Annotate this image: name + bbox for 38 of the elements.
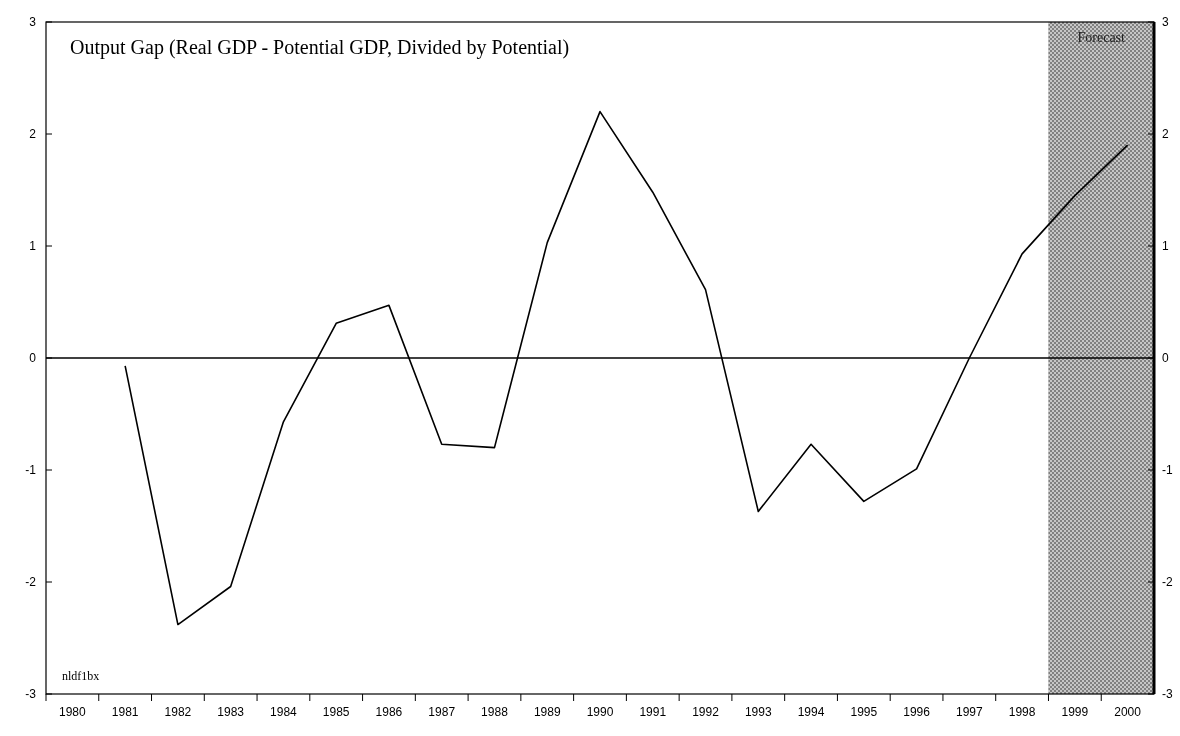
y-tick-label: 3 xyxy=(29,15,37,30)
y-tick-label: -3 xyxy=(25,687,37,702)
text: Output Gap (Real GDP - Potential GDP, Divided by Potential) xyxy=(70,36,570,59)
y-tick-label: -1 xyxy=(25,463,37,478)
x-tick-label: 1999 xyxy=(1061,705,1089,719)
y2-tick-label: -1 xyxy=(1162,463,1173,478)
x-tick-label: 1982 xyxy=(164,705,192,719)
y2-tick-label: 3 xyxy=(1162,15,1169,30)
y2-tick-label: 0 xyxy=(1162,351,1169,366)
y2-tick-label: 2 xyxy=(1162,127,1169,142)
x-tick-label: 1993 xyxy=(744,705,772,719)
y2-tick-label: -2 xyxy=(1162,575,1173,590)
annotation: nldf1bx xyxy=(62,669,100,683)
x-tick-label: 1989 xyxy=(533,705,561,719)
x-tick-label: 1995 xyxy=(850,705,878,719)
x-tick-label: 1985 xyxy=(322,705,350,719)
y-tick-label: -2 xyxy=(25,575,37,590)
band-label: Forecast xyxy=(1077,30,1126,45)
x-tick-label: 1994 xyxy=(797,705,825,719)
y2-tick-label: -3 xyxy=(1162,687,1173,702)
x-tick-label: 1981 xyxy=(111,705,139,719)
y-tick-label: 1 xyxy=(29,239,37,254)
x-tick-label: 1992 xyxy=(692,705,720,719)
x-tick-label: 1986 xyxy=(375,705,403,719)
y2-tick-label: 1 xyxy=(1162,239,1169,254)
x-tick-label: 1997 xyxy=(955,705,983,719)
x-tick-label: 1988 xyxy=(481,705,509,719)
x-tick-label: 1984 xyxy=(270,705,298,719)
x-tick-label: 1987 xyxy=(428,705,456,719)
x-tick-label: 1980 xyxy=(59,705,87,719)
y-tick-label: 2 xyxy=(29,127,37,142)
x-tick-label: 1991 xyxy=(639,705,667,719)
x-tick-label: 1990 xyxy=(586,705,614,719)
y-tick-label: 0 xyxy=(29,351,37,366)
x-tick-label: 1983 xyxy=(217,705,245,719)
x-tick-label: 2000 xyxy=(1114,705,1142,719)
x-tick-label: 1998 xyxy=(1008,705,1036,719)
x-tick-label: 1996 xyxy=(903,705,931,719)
